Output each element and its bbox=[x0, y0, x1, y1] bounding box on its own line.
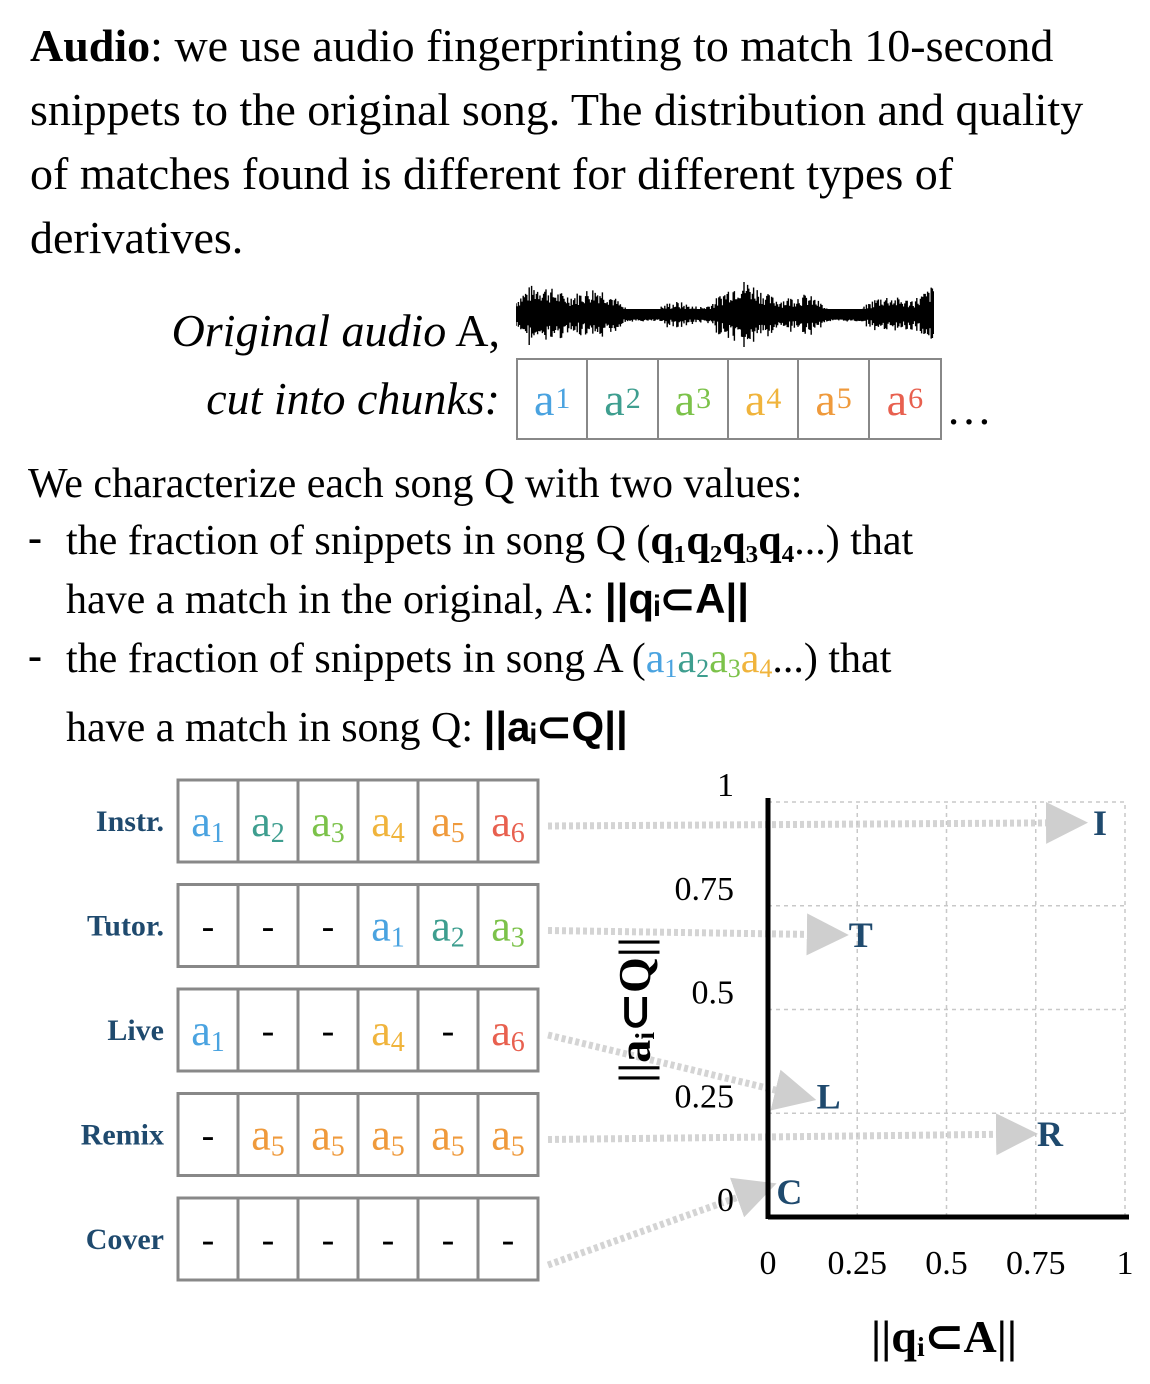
chunk-cell: a6 bbox=[491, 797, 525, 849]
match-arrow bbox=[547, 1113, 1039, 1156]
bullet-dash-1: - bbox=[28, 515, 42, 561]
waveform-path bbox=[516, 282, 934, 347]
bullet-2-text-a: the fraction of snippets in song A ( bbox=[66, 636, 646, 682]
empty-cell: - bbox=[202, 1115, 215, 1157]
chunk-cell: a5 bbox=[311, 1111, 345, 1163]
intro-bold-label: Audio bbox=[30, 20, 151, 71]
bullet-1-text-b: ...) that bbox=[794, 518, 914, 564]
bullet-2-sequence: a1a2a3a4 bbox=[645, 636, 773, 683]
match-arrow bbox=[547, 801, 1089, 844]
cut-into-chunks-label: cut into chunks: bbox=[206, 373, 500, 424]
match-arrow bbox=[546, 1177, 777, 1269]
chunk-cell: a3 bbox=[491, 902, 525, 954]
inline-chunk-a1: a1 bbox=[645, 636, 678, 683]
chunk-cell: a1 bbox=[371, 902, 405, 954]
inline-chunk-a2: a2 bbox=[677, 636, 710, 683]
bullet-2-text-b: ...) that bbox=[772, 636, 892, 682]
row-label: Instr. bbox=[96, 805, 164, 838]
match-arrow bbox=[547, 913, 849, 956]
chunk-cell: a1 bbox=[191, 797, 225, 849]
chunk-cell: a2 bbox=[251, 797, 285, 849]
row-label: Live bbox=[107, 1014, 164, 1047]
bullet-dash-2: - bbox=[28, 633, 42, 679]
empty-cell: - bbox=[442, 1010, 455, 1052]
bullet-1: the fraction of snippets in song Q (q₁q₂… bbox=[66, 512, 913, 629]
chunk-cell: a1 bbox=[191, 1006, 225, 1058]
x-tick-label: 0.25 bbox=[828, 1245, 888, 1282]
empty-cell: - bbox=[322, 1010, 335, 1052]
original-audio-italic: Original audio bbox=[171, 305, 447, 356]
intro-paragraph: Audio: we use audio fingerprinting to ma… bbox=[30, 14, 1130, 270]
empty-cell: - bbox=[382, 1219, 395, 1261]
empty-cell: - bbox=[202, 906, 215, 948]
chunk-cell: a5 bbox=[491, 1111, 525, 1163]
intro-text: : we use audio fingerprinting to match 1… bbox=[30, 20, 1084, 263]
y-axis-label: ||aᵢ⊂Q|| bbox=[609, 937, 660, 1083]
bullet-2: the fraction of snippets in song A (a1a2… bbox=[66, 630, 891, 757]
x-tick-label: 1 bbox=[1117, 1245, 1134, 1282]
chunk-cell: a6 bbox=[491, 1006, 525, 1058]
point-marker-T: T bbox=[849, 915, 873, 955]
empty-cell: - bbox=[262, 906, 275, 948]
original-audio-label: Original audio A, bbox=[172, 304, 500, 357]
inline-chunk-a3: a3 bbox=[709, 636, 741, 683]
y-tick-label: 0 bbox=[717, 1182, 734, 1219]
bullet-1-formula: ||qᵢ⊂A|| bbox=[604, 575, 749, 622]
empty-cell: - bbox=[262, 1010, 275, 1052]
chunk-cell: a4 bbox=[371, 797, 405, 849]
bullet-2-formula: ||aᵢ⊂Q|| bbox=[483, 703, 628, 750]
empty-cell: - bbox=[262, 1219, 275, 1261]
characterize-heading: We characterize each song Q with two val… bbox=[28, 461, 803, 507]
y-tick-label: 0.75 bbox=[675, 871, 735, 908]
row-label: Tutor. bbox=[87, 910, 164, 943]
x-axis-label: ||qᵢ⊂A|| bbox=[871, 1311, 1017, 1362]
y-tick-label: 1 bbox=[717, 767, 734, 804]
point-marker-L: L bbox=[817, 1077, 841, 1117]
bullet-2-line2: have a match in song Q: bbox=[66, 705, 484, 751]
empty-cell: - bbox=[322, 906, 335, 948]
waveform-icon bbox=[516, 282, 934, 347]
chunk-cell: a5 bbox=[251, 1111, 285, 1163]
inline-chunk-a4: a4 bbox=[740, 636, 773, 683]
y-tick-label: 0.5 bbox=[692, 975, 735, 1012]
match-arrow bbox=[547, 1031, 817, 1111]
bullet-1-text-a: the fraction of snippets in song Q ( bbox=[66, 518, 651, 564]
row-label: Cover bbox=[86, 1223, 164, 1256]
chunk-cell: a3 bbox=[311, 797, 345, 849]
point-marker-I: I bbox=[1093, 803, 1107, 843]
chunk-cell: a5 bbox=[431, 1111, 465, 1163]
y-tick-label: 0.25 bbox=[675, 1078, 735, 1115]
x-tick-label: 0.75 bbox=[1006, 1245, 1066, 1282]
bullet-1-line2: have a match in the original, A: bbox=[66, 577, 605, 623]
chunks-ellipsis: … bbox=[946, 383, 992, 434]
chunk-cell: a5 bbox=[431, 797, 465, 849]
point-marker-C: C bbox=[776, 1172, 802, 1212]
empty-cell: - bbox=[442, 1219, 455, 1261]
x-tick-label: 0 bbox=[760, 1245, 777, 1282]
x-tick-label: 0.5 bbox=[925, 1245, 968, 1282]
chunk-cell: a5 bbox=[371, 1111, 405, 1163]
chunk-cell: a2 bbox=[431, 902, 465, 954]
row-label: Remix bbox=[81, 1119, 164, 1152]
chunk-cell: a4 bbox=[371, 1006, 405, 1058]
bullet-1-sequence: q₁q₂q₃q₄ bbox=[650, 518, 795, 564]
empty-cell: - bbox=[502, 1219, 515, 1261]
empty-cell: - bbox=[322, 1219, 335, 1261]
original-audio-var: A, bbox=[446, 305, 500, 356]
empty-cell: - bbox=[202, 1219, 215, 1261]
point-marker-R: R bbox=[1037, 1114, 1064, 1154]
